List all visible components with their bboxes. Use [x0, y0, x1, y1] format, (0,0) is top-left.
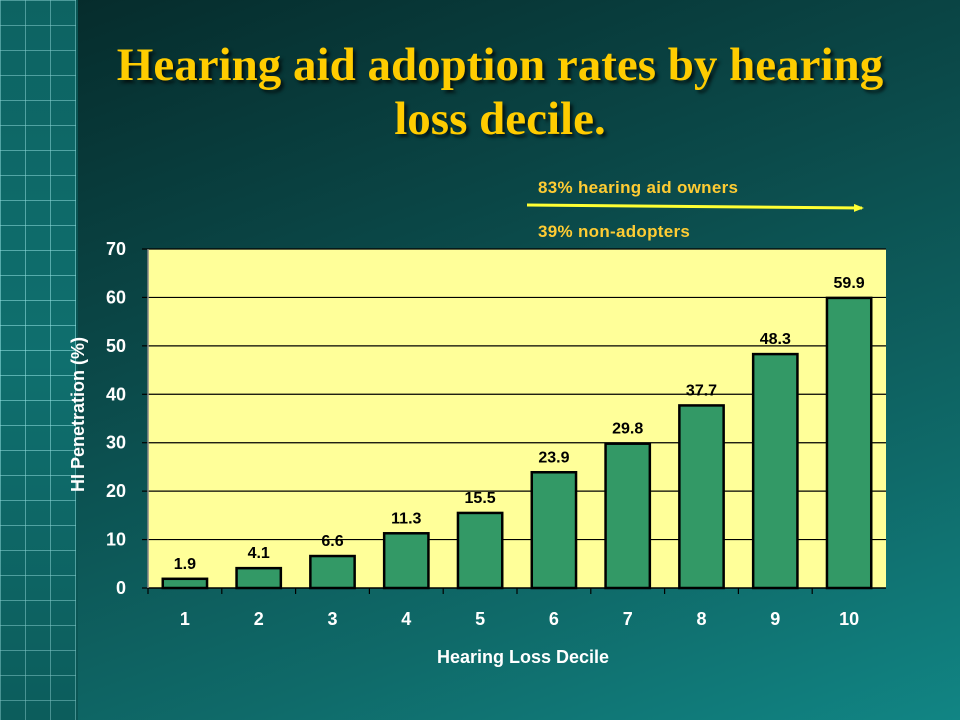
bar	[604, 442, 652, 590]
bar	[309, 554, 356, 590]
data-label: 6.6	[321, 533, 343, 550]
data-label: 37.7	[686, 382, 717, 399]
bar	[751, 352, 799, 590]
slide-title: Hearing aid adoption rates by hearing lo…	[116, 39, 884, 145]
y-tick-label: 30	[106, 433, 126, 453]
x-tick-label: 4	[401, 609, 411, 629]
x-axis-ticks: 1 2 3 4 5 6 7 8 9 10	[147, 588, 859, 629]
annotation-arrow	[526, 203, 864, 212]
data-label: 23.9	[538, 449, 569, 466]
x-tick-label: 8	[696, 609, 706, 629]
y-tick-label: 60	[106, 287, 126, 307]
x-tick-label: 10	[839, 609, 859, 629]
y-tick-label: 10	[106, 530, 126, 550]
x-tick-label: 1	[180, 609, 190, 629]
y-tick-label: 40	[106, 384, 126, 404]
tile-strip-shade	[0, 0, 76, 720]
x-tick-label: 5	[475, 609, 485, 629]
bar	[456, 511, 504, 590]
y-tick-label: 20	[106, 481, 126, 501]
data-label: 29.8	[612, 421, 643, 438]
annotation-owners: 83% hearing aid owners	[538, 178, 739, 197]
x-axis-title: Hearing Loss Decile	[437, 647, 609, 667]
bar	[678, 404, 725, 590]
data-label: 48.3	[760, 331, 791, 348]
bars-group	[161, 296, 873, 590]
annotation-non-adopters: 39% non-adopters	[538, 222, 691, 241]
decorative-tile-strip	[0, 0, 78, 720]
data-label: 11.3	[391, 510, 421, 527]
y-tick-label: 0	[116, 578, 126, 598]
bar	[382, 532, 430, 590]
x-tick-label: 9	[770, 609, 780, 629]
x-tick-label: 7	[623, 609, 633, 629]
x-tick-label: 6	[549, 609, 559, 629]
x-tick-label: 3	[327, 609, 337, 629]
bar	[530, 471, 578, 590]
y-axis-title: HI Penetration (%)	[68, 337, 88, 492]
data-label: 4.1	[248, 545, 270, 562]
bar	[825, 296, 873, 590]
bar	[161, 577, 209, 590]
y-tick-label: 50	[106, 336, 126, 356]
data-label: 59.9	[834, 275, 865, 292]
y-tick-label: 70	[106, 239, 126, 259]
x-tick-label: 2	[254, 609, 264, 629]
y-axis-ticks: 0 10 20 30 40 50 60 70	[106, 239, 148, 598]
data-label: 1.9	[174, 556, 196, 573]
data-labels-group: 1.9 4.1 6.6 11.3 15.5 23.9 29.8 37.7 48.3 59.9	[174, 275, 865, 573]
bar	[235, 566, 283, 590]
data-label: 15.5	[465, 490, 496, 507]
